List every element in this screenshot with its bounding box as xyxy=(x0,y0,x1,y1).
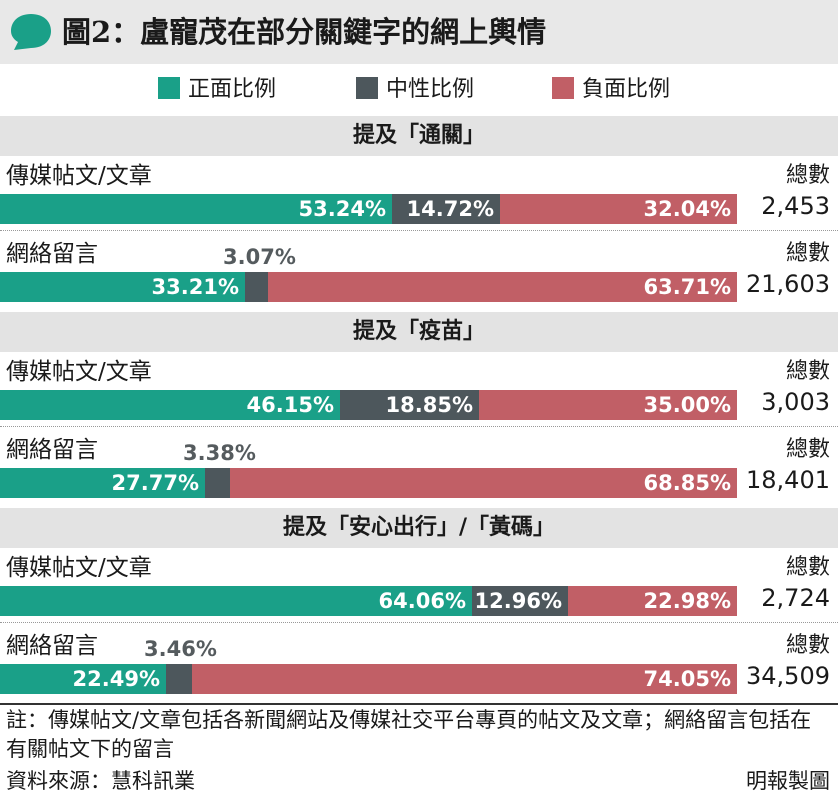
value-label-neutral-vaccine-media-posts: 18.85% xyxy=(385,393,473,417)
bar-vaccine-online-comments: 27.77% 68.85% xyxy=(0,468,737,498)
row-label-vaccine-media-posts: 傳媒帖文/文章 xyxy=(6,359,152,385)
value-label-positive-leave-home-safe-media-posts: 64.06% xyxy=(378,589,466,613)
bar-segment-positive-leave-home-safe-media-posts xyxy=(0,586,472,616)
speech-bubble-icon xyxy=(11,14,51,50)
bar-segment-neutral-leave-home-safe-online-comments xyxy=(166,664,192,694)
row-label-leave-home-safe-online-comments: 網絡留言 xyxy=(6,633,98,659)
bar-pass-media-posts: 53.24% 14.72% 32.04% xyxy=(0,194,737,224)
title-bar: 圖2：盧寵茂在部分關鍵字的網上輿情 xyxy=(0,0,838,64)
bar-segment-negative-leave-home-safe-online-comments xyxy=(192,664,737,694)
bar-segment-negative-pass-online-comments xyxy=(268,272,737,302)
footnote: 註：傳媒帖文/文章包括各新聞網站及傳媒社交平台專頁的帖文及文章；網絡留言包括在有… xyxy=(6,708,812,761)
bar-leave-home-safe-online-comments: 22.49% 74.05% xyxy=(0,664,737,694)
value-label-positive-vaccine-online-comments: 27.77% xyxy=(111,471,199,495)
row-divider xyxy=(0,622,838,623)
footer-divider xyxy=(0,703,838,705)
value-label-negative-leave-home-safe-online-comments: 74.05% xyxy=(643,667,731,691)
bar-segment-negative-vaccine-online-comments xyxy=(230,468,737,498)
bar-segment-negative-pass-media-posts xyxy=(500,194,737,224)
legend-swatch-positive xyxy=(158,77,180,99)
total-label-pass-media-posts: 總數 xyxy=(785,163,830,188)
total-value-leave-home-safe-online-comments: 34,509 xyxy=(746,662,830,690)
bar-segment-positive-pass-media-posts xyxy=(0,194,392,224)
row-label-pass-media-posts: 傳媒帖文/文章 xyxy=(6,163,152,189)
section-heading-vaccine: 提及「疫苗」 xyxy=(0,312,838,352)
value-label-negative-pass-media-posts: 32.04% xyxy=(643,197,731,221)
legend-swatch-neutral xyxy=(356,77,378,99)
bar-segment-positive-vaccine-media-posts xyxy=(0,390,340,420)
bar-segment-neutral-leave-home-safe-media-posts xyxy=(472,586,568,616)
legend-item-negative: 負面比例 xyxy=(552,77,670,103)
legend-label-neutral: 中性比例 xyxy=(386,77,475,102)
total-value-pass-online-comments: 21,603 xyxy=(746,270,830,298)
section-heading-leave-home-safe: 提及「安心出行」/「黃碼」 xyxy=(0,508,838,548)
bar-segment-negative-leave-home-safe-media-posts xyxy=(568,586,737,616)
value-label-neutral-pass-media-posts: 14.72% xyxy=(406,197,494,221)
total-value-vaccine-media-posts: 3,003 xyxy=(761,388,830,416)
value-label-neutral-vaccine-online-comments: 3.38% xyxy=(183,441,256,465)
value-label-positive-leave-home-safe-online-comments: 22.49% xyxy=(72,667,160,691)
row-label-vaccine-online-comments: 網絡留言 xyxy=(6,437,98,463)
bar-segment-neutral-vaccine-online-comments xyxy=(205,468,230,498)
legend-swatch-negative xyxy=(552,77,574,99)
chart-title: 圖2：盧寵茂在部分關鍵字的網上輿情 xyxy=(62,15,547,49)
legend-item-positive: 正面比例 xyxy=(158,77,276,103)
bar-pass-online-comments: 33.21% 63.71% xyxy=(0,272,737,302)
value-label-neutral-pass-online-comments: 3.07% xyxy=(223,245,296,269)
value-label-negative-leave-home-safe-media-posts: 22.98% xyxy=(643,589,731,613)
legend-item-neutral: 中性比例 xyxy=(356,77,474,103)
value-label-positive-vaccine-media-posts: 46.15% xyxy=(246,393,334,417)
total-label-vaccine-media-posts: 總數 xyxy=(785,359,830,384)
total-value-pass-media-posts: 2,453 xyxy=(761,192,830,220)
bar-segment-negative-vaccine-media-posts xyxy=(479,390,737,420)
data-source: 資料來源：慧科訊業 xyxy=(6,769,195,793)
bar-segment-positive-leave-home-safe-online-comments xyxy=(0,664,166,694)
bar-leave-home-safe-media-posts: 64.06% 12.96% 22.98% xyxy=(0,586,737,616)
value-label-negative-pass-online-comments: 63.71% xyxy=(643,275,731,299)
value-label-neutral-leave-home-safe-media-posts: 12.96% xyxy=(474,589,562,613)
legend-label-negative: 負面比例 xyxy=(582,77,671,102)
value-label-negative-vaccine-media-posts: 35.00% xyxy=(643,393,731,417)
total-value-leave-home-safe-media-posts: 2,724 xyxy=(761,584,830,612)
credit: 明報製圖 xyxy=(746,769,830,793)
value-label-neutral-leave-home-safe-online-comments: 3.46% xyxy=(144,637,217,661)
row-label-pass-online-comments: 網絡留言 xyxy=(6,241,98,267)
section-heading-pass: 提及「通關」 xyxy=(0,116,838,156)
bar-vaccine-media-posts: 46.15% 18.85% 35.00% xyxy=(0,390,737,420)
total-label-leave-home-safe-media-posts: 總數 xyxy=(785,555,830,580)
total-label-pass-online-comments: 總數 xyxy=(785,241,830,266)
legend-label-positive: 正面比例 xyxy=(188,77,277,102)
total-label-vaccine-online-comments: 總數 xyxy=(785,437,830,462)
legend: 正面比例 中性比例 負面比例 xyxy=(0,64,838,116)
row-label-leave-home-safe-media-posts: 傳媒帖文/文章 xyxy=(6,555,152,581)
bar-segment-positive-pass-online-comments xyxy=(0,272,245,302)
bar-segment-neutral-pass-media-posts xyxy=(392,194,500,224)
value-label-positive-pass-online-comments: 33.21% xyxy=(151,275,239,299)
row-divider xyxy=(0,426,838,427)
value-label-positive-pass-media-posts: 53.24% xyxy=(298,197,386,221)
bar-segment-positive-vaccine-online-comments xyxy=(0,468,205,498)
total-value-vaccine-online-comments: 18,401 xyxy=(746,466,830,494)
total-label-leave-home-safe-online-comments: 總數 xyxy=(785,633,830,658)
row-divider xyxy=(0,230,838,231)
bar-segment-neutral-vaccine-media-posts xyxy=(340,390,479,420)
value-label-negative-vaccine-online-comments: 68.85% xyxy=(643,471,731,495)
bar-segment-neutral-pass-online-comments xyxy=(245,272,268,302)
